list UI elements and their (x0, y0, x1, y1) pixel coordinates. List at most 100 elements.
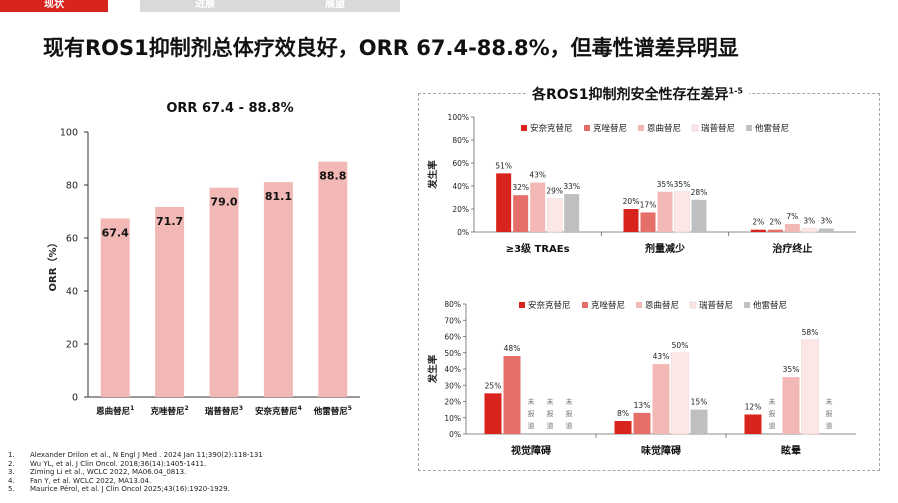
orr-value-label: 67.4 (102, 226, 129, 239)
y-tick-label: 60% (452, 159, 469, 168)
series-bar (767, 229, 783, 232)
y-tick-label: 70% (444, 316, 461, 325)
bar-value-label: 3% (803, 217, 815, 226)
x-tick-label: 瑞普替尼3 (205, 405, 243, 417)
y-tick-label: 50% (444, 349, 461, 358)
y-tick-label: 0% (457, 228, 469, 237)
bar-value-label: 2% (752, 218, 764, 227)
x-tick-label: 安奈克替尼4 (255, 405, 302, 417)
orr-bar (318, 161, 348, 397)
legend-swatch (519, 302, 525, 308)
series-bar (623, 209, 639, 232)
legend-label: 瑞普替尼 (699, 300, 733, 311)
tab-current-status[interactable]: 现状 (0, 0, 108, 12)
legend-swatch (584, 125, 590, 131)
legend-swatch (744, 302, 750, 308)
category-label: 眩晕 (781, 444, 801, 457)
bar-value-label: 28% (691, 188, 708, 197)
bar-value-label: 33% (563, 182, 580, 191)
bar-value-label: 51% (495, 161, 512, 170)
bar-value-label: 35% (783, 365, 800, 374)
series-bar (784, 223, 800, 232)
legend-label: 安奈克替尼 (528, 300, 571, 311)
bar-value-label: 15% (691, 398, 708, 407)
y-tick-label: 60 (66, 234, 78, 245)
not-reported-label: 道 (769, 421, 776, 430)
legend-swatch (521, 125, 527, 131)
series-bar (633, 412, 651, 434)
y-tick-label: 80 (66, 181, 78, 192)
series-bar (671, 352, 689, 435)
bar-value-label: 43% (653, 352, 670, 361)
not-reported-label: 报 (528, 409, 535, 418)
safety-chart-top: 安奈克替尼 克唑替尼 恩曲替尼 瑞普替尼 他雷替尼 0% 20% 40% 60% 80% 100% 发… (427, 113, 856, 255)
safety-panel-title: 各ROS1抑制剂安全性存在差异1-5 (526, 84, 749, 104)
legend-swatch (689, 301, 697, 309)
y-tick-label: 0% (449, 430, 461, 439)
series-bar (614, 421, 632, 434)
bar-value-label: 8% (617, 409, 629, 418)
not-reported-label: 报 (547, 409, 554, 418)
legend-label: 他雷替尼 (755, 123, 789, 134)
series-bar (530, 182, 546, 232)
x-tick-label: 他雷替尼5 (313, 405, 352, 417)
x-tick-label: 克唑替尼2 (150, 405, 188, 417)
legend-label: 安奈克替尼 (530, 123, 573, 134)
series-bar (691, 199, 707, 232)
bar-value-label: 3% (820, 217, 832, 226)
legend-swatch (691, 124, 699, 132)
bar-value-label: 48% (504, 344, 521, 353)
series-bar (513, 195, 529, 232)
series-bar (750, 229, 766, 232)
orr-value-label: 71.7 (156, 215, 183, 228)
x-tick-label: 恩曲替尼1 (96, 405, 134, 417)
y-tick-label: 20% (444, 398, 461, 407)
series-bar (657, 191, 673, 232)
not-reported-label: 道 (547, 421, 554, 430)
tab-bar: 现状 进展 展望 (0, 0, 898, 12)
bar-value-label: 29% (546, 187, 563, 196)
tab-outlook[interactable]: 展望 (270, 0, 400, 12)
orr-value-label: 79.0 (210, 196, 237, 209)
bar-value-label: 20% (623, 197, 640, 206)
category-label: 剂量减少 (644, 242, 685, 255)
orr-value-label: 88.8 (319, 170, 346, 183)
not-reported-label: 未 (769, 397, 776, 406)
y-tick-label: 10% (444, 414, 461, 423)
bar-value-label: 12% (745, 403, 762, 412)
bar-value-label: 17% (640, 200, 657, 209)
not-reported-label: 报 (566, 409, 573, 418)
series-bar (652, 364, 670, 434)
y-tick-label: 40 (66, 287, 78, 298)
reference-item: 4. Fan Y, et al. WCLC 2022, MA13.04. (8, 476, 152, 485)
y-tick-label: 0 (72, 393, 78, 404)
y-tick-label: 80% (444, 300, 461, 309)
bar-value-label: 13% (634, 401, 651, 410)
references: 1. Alexander Drilon et al., N Engl J Med … (8, 451, 263, 494)
tab-progress[interactable]: 进展 (140, 0, 270, 12)
y-axis-label: 发生率 (427, 354, 439, 384)
series-bar (484, 393, 502, 434)
bar-value-label: 43% (529, 171, 546, 180)
legend-label: 他雷替尼 (753, 300, 787, 311)
not-reported-label: 报 (769, 409, 776, 418)
y-tick-label: 100% (448, 113, 469, 122)
y-tick-label: 40% (444, 365, 461, 374)
y-tick-label: 80% (452, 136, 469, 145)
series-bar (818, 228, 834, 232)
bar-value-label: 25% (485, 381, 502, 390)
legend-label: 恩曲替尼 (647, 123, 681, 134)
bar-value-label: 7% (786, 212, 798, 221)
y-tick-label: 100 (60, 128, 78, 139)
legend-swatch (582, 302, 588, 308)
series-bar (496, 173, 512, 232)
bar-value-label: 32% (512, 183, 529, 192)
category-label: 味觉障碍 (641, 444, 681, 457)
series-bar (503, 356, 521, 434)
safety-chart-bottom: 安奈克替尼 克唑替尼 恩曲替尼 瑞普替尼 他雷替尼 0% 10% 20% 30% 40% 50% 60… (427, 300, 856, 457)
legend-label: 恩曲替尼 (645, 300, 679, 311)
bar-value-label: 50% (672, 341, 689, 350)
not-reported-label: 道 (566, 421, 573, 430)
bar-value-label: 35% (657, 180, 674, 189)
category-label: 治疗终止 (772, 242, 812, 255)
